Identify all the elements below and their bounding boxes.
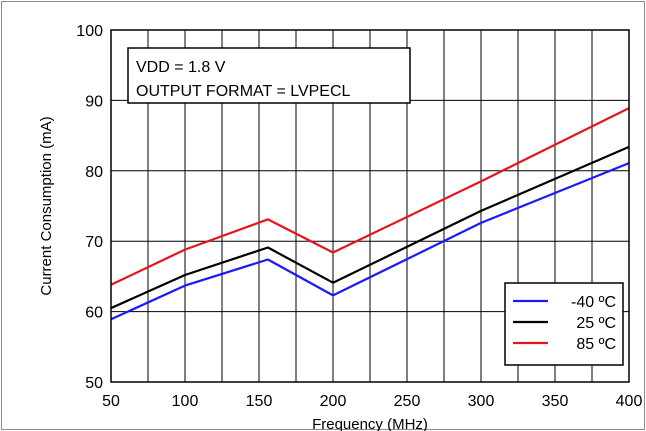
legend-label: -40 ºC bbox=[571, 294, 616, 311]
y-tick-label: 80 bbox=[85, 164, 103, 181]
y-tick-label: 70 bbox=[85, 234, 103, 251]
legend: -40 ºC 25 ºC 85 ºC bbox=[504, 282, 624, 366]
x-tick-label: 100 bbox=[172, 393, 199, 410]
legend-box bbox=[504, 282, 624, 366]
series-line bbox=[110, 107, 630, 286]
plot-border bbox=[110, 29, 630, 383]
legend-label: 85 ºC bbox=[576, 336, 616, 353]
y-tick-label: 50 bbox=[85, 375, 103, 392]
x-tick-label: 250 bbox=[394, 393, 421, 410]
x-tick-label: 200 bbox=[320, 393, 347, 410]
x-tick-label: 150 bbox=[246, 393, 273, 410]
legend-label: 25 ºC bbox=[576, 315, 616, 332]
y-axis-label: Current Consumption (mA) bbox=[38, 116, 55, 295]
condition-note-line: OUTPUT FORMAT = LVPECL bbox=[136, 83, 351, 100]
x-tick-label: 300 bbox=[468, 393, 495, 410]
series-lines bbox=[110, 107, 630, 321]
x-tick-label: 50 bbox=[102, 393, 120, 410]
condition-note-line: VDD = 1.8 V bbox=[136, 59, 226, 76]
x-axis-label: Frequency (MHz) bbox=[312, 416, 428, 431]
series-line bbox=[110, 162, 630, 321]
y-tick-label: 100 bbox=[76, 23, 103, 40]
x-tick-labels: 50 100 150 200 250 300 350 400 bbox=[102, 393, 642, 410]
series-line bbox=[110, 145, 630, 310]
condition-note-box bbox=[127, 47, 411, 104]
y-tick-label: 90 bbox=[85, 93, 103, 110]
x-tick-label: 400 bbox=[616, 393, 643, 410]
y-tick-label: 60 bbox=[85, 305, 103, 322]
condition-note: VDD = 1.8 V OUTPUT FORMAT = LVPECL bbox=[127, 47, 411, 104]
x-tick-label: 350 bbox=[542, 393, 569, 410]
y-tick-labels: 50 60 70 80 90 100 bbox=[76, 23, 103, 392]
